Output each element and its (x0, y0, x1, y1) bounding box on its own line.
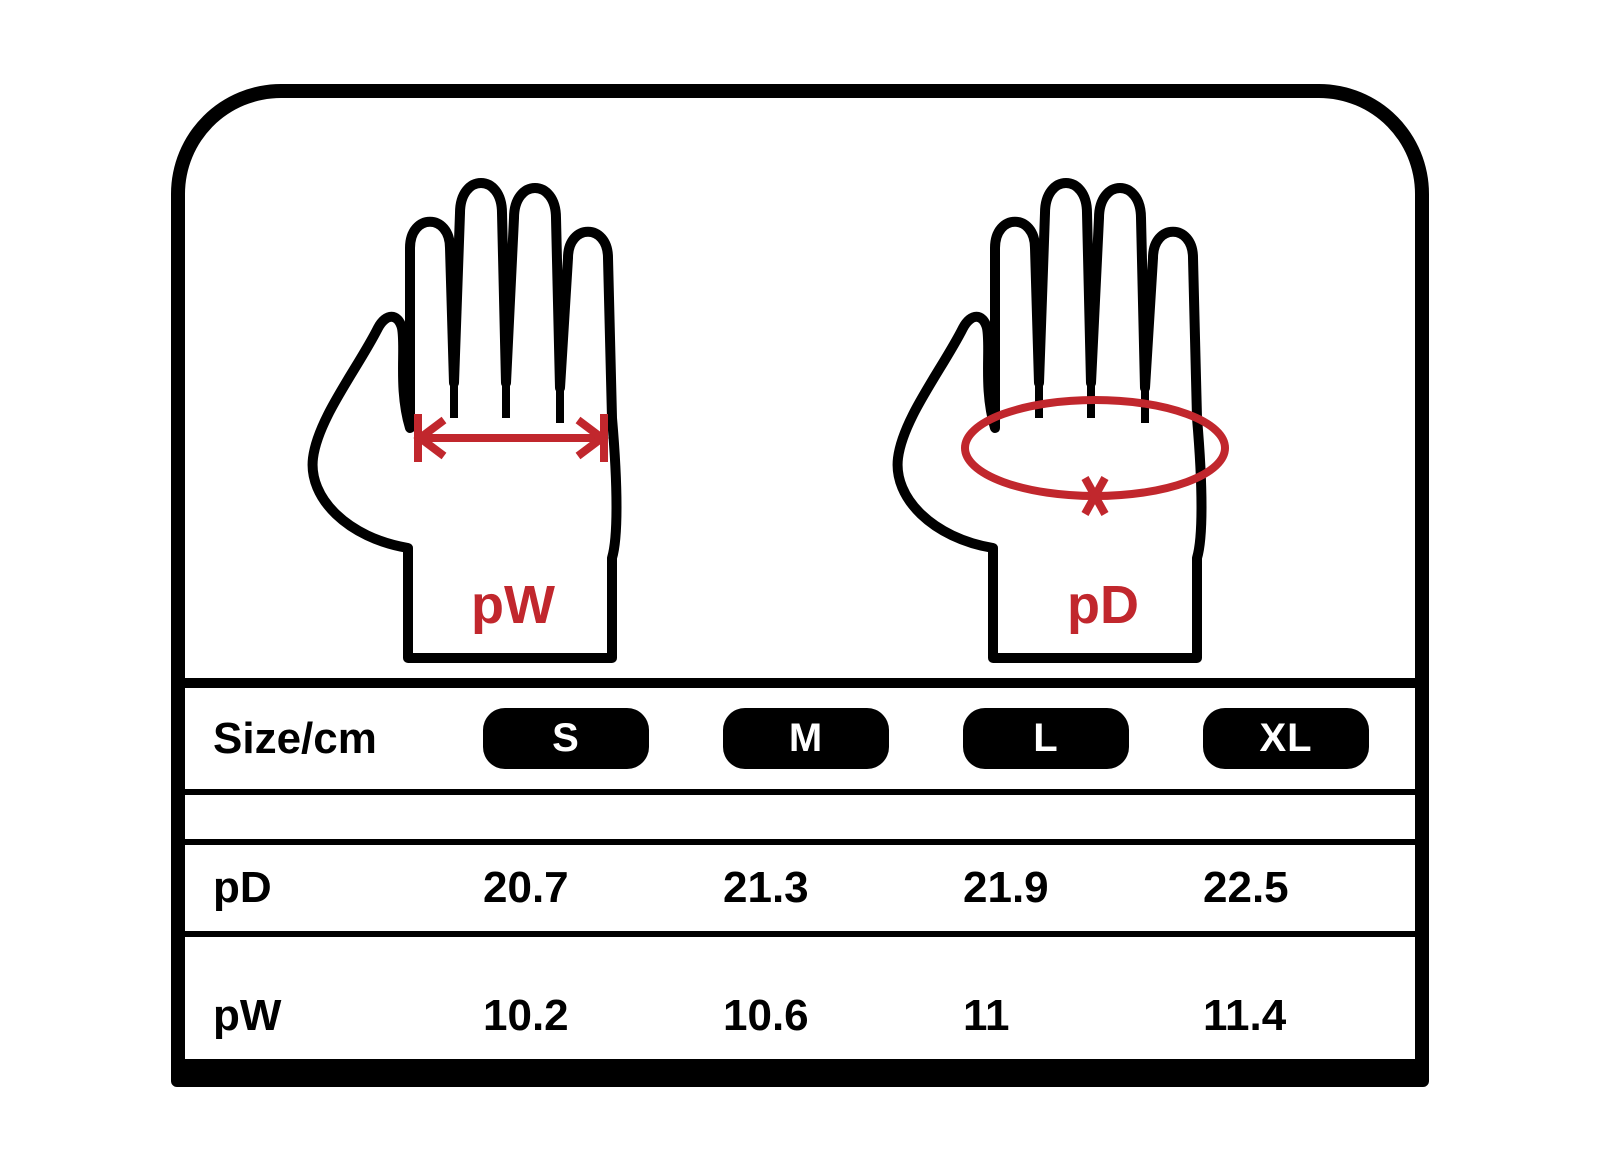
size-table: Size/cm S M L XL pD 20.7 21.3 21.9 22.5 … (185, 678, 1415, 1087)
cell-pw-l: 11 (935, 973, 1175, 1059)
cell-pw-xl: 11.4 (1175, 973, 1415, 1059)
hand-pw-icon: pW (268, 118, 748, 678)
row-label-pw: pW (185, 973, 455, 1059)
page: pW pD (0, 0, 1600, 1171)
size-table-header: Size/cm S M L XL (185, 688, 1415, 792)
size-chart-card: pW pD (171, 84, 1429, 1087)
cell-pd-l: 21.9 (935, 842, 1175, 934)
size-pill-l: L (963, 708, 1129, 769)
cell-pd-xl: 22.5 (1175, 842, 1415, 934)
hand-pd-label: pD (1067, 575, 1139, 635)
size-pill-m: M (723, 708, 889, 769)
cell-pd-m: 21.3 (695, 842, 935, 934)
size-row-pd: pD 20.7 21.3 21.9 22.5 (185, 842, 1415, 934)
hand-pw-label: pW (471, 575, 555, 635)
size-header-label: Size/cm (185, 688, 455, 792)
cell-pw-s: 10.2 (455, 973, 695, 1059)
cell-pd-s: 20.7 (455, 842, 695, 934)
size-pill-xl: XL (1203, 708, 1369, 769)
hand-pd-icon: pD (853, 118, 1333, 678)
hand-diagram-pd: pD (800, 118, 1385, 678)
size-row-pw: pW 10.2 10.6 11 11.4 (185, 973, 1415, 1059)
cell-pw-m: 10.6 (695, 973, 935, 1059)
hand-diagram-area: pW pD (185, 98, 1415, 678)
size-pill-s: S (483, 708, 649, 769)
hand-diagram-pw: pW (215, 118, 800, 678)
row-label-pd: pD (185, 842, 455, 934)
footer-url: www.emersongear.com (185, 1059, 1415, 1087)
